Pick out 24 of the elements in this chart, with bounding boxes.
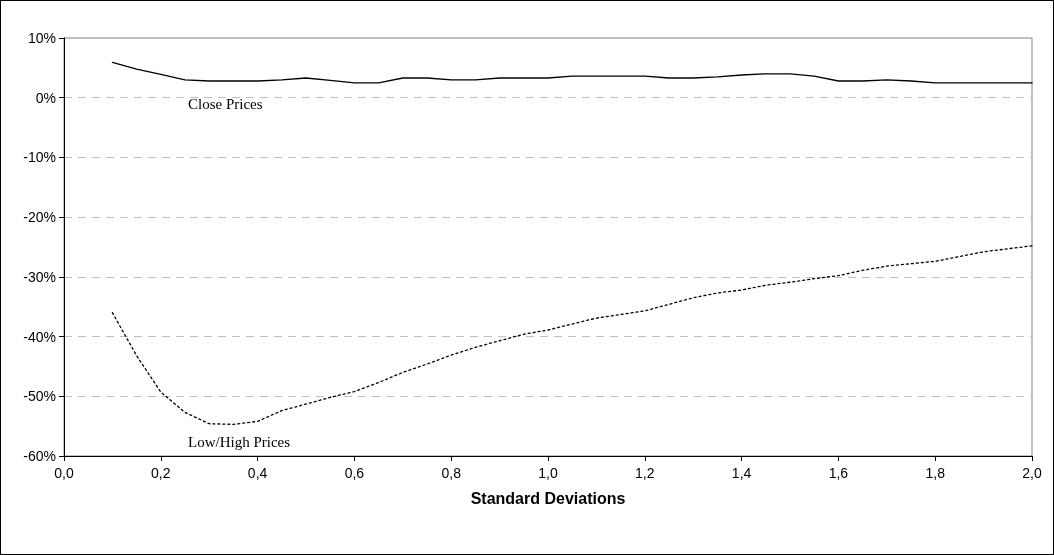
x-tick-label: 0,0 — [54, 465, 74, 481]
line-series — [111, 245, 1033, 425]
series-label: Low/High Prices — [188, 433, 291, 450]
x-tick-label: 1,2 — [635, 465, 655, 481]
y-tick-label: 0% — [35, 89, 56, 106]
x-tick-label: 1,8 — [925, 465, 946, 481]
y-tick-label: 10% — [27, 30, 56, 46]
x-tick-label: 1,4 — [731, 465, 752, 481]
y-tick-label: -20% — [23, 209, 56, 226]
y-tick-label: -10% — [23, 149, 56, 166]
line-series — [111, 61, 1033, 84]
x-tick-label: 0,6 — [344, 465, 365, 481]
x-tick-label: 2,0 — [1022, 465, 1042, 481]
x-tick-label: 0,8 — [441, 465, 462, 481]
y-tick-label: -50% — [23, 388, 56, 405]
y-tick-label: -30% — [23, 268, 56, 285]
x-tick-label: 1,0 — [538, 465, 558, 481]
x-axis-title: Standard Deviations — [470, 489, 626, 507]
y-tick-label: -60% — [23, 448, 56, 464]
x-tick-label: 0,4 — [247, 465, 268, 481]
series-label: Close Prices — [188, 96, 263, 113]
x-tick-label: 1,6 — [828, 465, 849, 481]
y-tick-label: -40% — [23, 328, 56, 345]
x-tick-label: 0,2 — [151, 465, 171, 481]
